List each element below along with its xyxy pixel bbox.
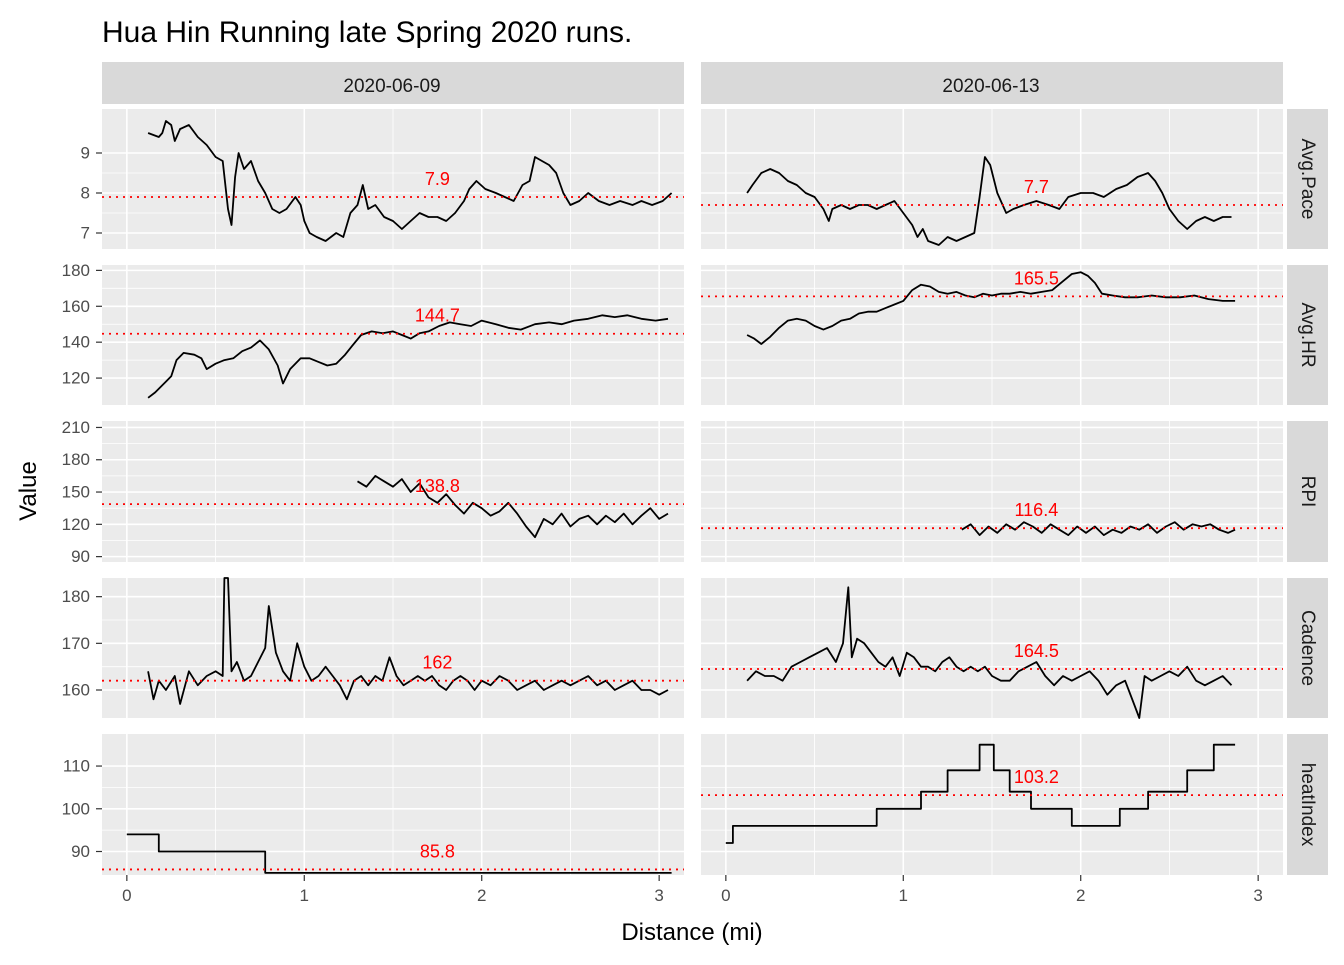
column-strip-label-2020-06-09: 2020-06-09 <box>343 76 440 97</box>
series-line-Avg.Pace <box>746 156 1232 246</box>
series-line-Avg.HR <box>746 271 1236 345</box>
y-tick-label: 180 <box>62 450 90 469</box>
row-strip-Avg.Pace <box>1287 109 1328 249</box>
y-tick-label: 7 <box>81 224 90 243</box>
y-tick-label: 180 <box>62 261 90 280</box>
y-tick-label: 9 <box>81 144 90 163</box>
y-tick-label: 110 <box>63 757 90 776</box>
mean-value-label: 162 <box>422 653 452 673</box>
row-strip-label-Cadence: Cadence <box>1297 610 1318 686</box>
mean-value-label: 138.8 <box>415 476 460 496</box>
y-tick-label: 100 <box>62 799 90 818</box>
row-strip-label-heatIndex: heatIndex <box>1297 763 1318 847</box>
mean-value-label: 7.9 <box>425 169 450 189</box>
y-tick-label: 160 <box>62 681 90 700</box>
y-axis-title: Value <box>15 461 42 521</box>
column-strip-2020-06-13 <box>701 62 1283 104</box>
x-tick-label: 0 <box>122 886 131 905</box>
axis-layer: 7891201401601809012015018021016017018090… <box>62 144 1263 906</box>
row-strip-Avg.HR <box>1287 265 1328 405</box>
panel-layer: 7.9 7.7 144.7 165.5 138.8 116.4 162 164.5 85.8 10… <box>102 109 1283 875</box>
x-tick-label: 0 <box>721 886 730 905</box>
x-tick-label: 2 <box>1076 886 1085 905</box>
x-axis-title: Distance (mi) <box>621 919 762 946</box>
y-tick-label: 8 <box>81 184 90 203</box>
series-line-heatIndex <box>725 743 1236 844</box>
mean-value-label: 85.8 <box>420 841 455 861</box>
panel-Cadence-2020-06-13: 164.5 <box>701 578 1283 719</box>
panel-RPI-2020-06-09: 138.8 <box>102 421 684 562</box>
mean-value-label: 116.4 <box>1015 500 1059 520</box>
y-tick-label: 210 <box>62 418 90 437</box>
y-tick-label: 120 <box>62 515 90 534</box>
y-tick-label: 120 <box>62 369 90 388</box>
y-tick-label: 90 <box>71 547 90 566</box>
x-tick-label: 2 <box>477 886 486 905</box>
panel-heatIndex-2020-06-09: 85.8 <box>102 734 684 875</box>
row-strip-Cadence <box>1287 578 1328 718</box>
panel-Avg.Pace-2020-06-09: 7.9 <box>102 109 684 249</box>
y-tick-label: 90 <box>71 842 90 861</box>
chart-title: Hua Hin Running late Spring 2020 runs. <box>102 16 632 49</box>
series-line-RPI <box>357 475 669 539</box>
y-tick-label: 180 <box>62 587 90 606</box>
mean-value-label: 103.2 <box>1014 767 1059 787</box>
row-strip-label-RPI: RPI <box>1297 476 1318 508</box>
y-tick-label: 150 <box>62 483 90 502</box>
series-line-Avg.Pace <box>147 120 673 242</box>
panel-Cadence-2020-06-09: 162 <box>102 577 684 718</box>
strip-layer: Avg.Pace Avg.HR RPI Cadence heatIndex <box>102 62 1328 875</box>
series-line-RPI <box>961 521 1236 536</box>
panel-Avg.HR-2020-06-13: 165.5 <box>701 265 1283 405</box>
mean-value-label: 7.7 <box>1024 177 1049 197</box>
row-strip-heatIndex <box>1287 734 1328 875</box>
series-line-heatIndex <box>126 833 672 874</box>
panel-RPI-2020-06-13: 116.4 <box>701 421 1283 562</box>
mean-value-label: 164.5 <box>1014 641 1059 661</box>
row-strip-label-Avg.Pace: Avg.Pace <box>1297 139 1318 220</box>
x-tick-label: 3 <box>1253 886 1262 905</box>
mean-value-label: 165.5 <box>1014 268 1059 288</box>
column-strip-2020-06-09 <box>102 62 684 104</box>
series-line-Avg.HR <box>147 314 669 399</box>
column-strip-label-2020-06-13: 2020-06-13 <box>942 76 1039 97</box>
panel-Avg.HR-2020-06-09: 144.7 <box>102 265 684 405</box>
panel-Avg.Pace-2020-06-13: 7.7 <box>701 109 1283 249</box>
panel-heatIndex-2020-06-13: 103.2 <box>701 734 1283 875</box>
y-tick-label: 170 <box>62 634 90 653</box>
x-tick-label: 1 <box>899 886 908 905</box>
x-tick-label: 1 <box>300 886 309 905</box>
mean-value-label: 144.7 <box>415 306 460 326</box>
row-strip-label-Avg.HR: Avg.HR <box>1297 302 1318 367</box>
row-strip-RPI <box>1287 421 1328 562</box>
y-tick-label: 160 <box>62 297 90 316</box>
x-tick-label: 3 <box>654 886 663 905</box>
y-tick-label: 140 <box>62 333 90 352</box>
